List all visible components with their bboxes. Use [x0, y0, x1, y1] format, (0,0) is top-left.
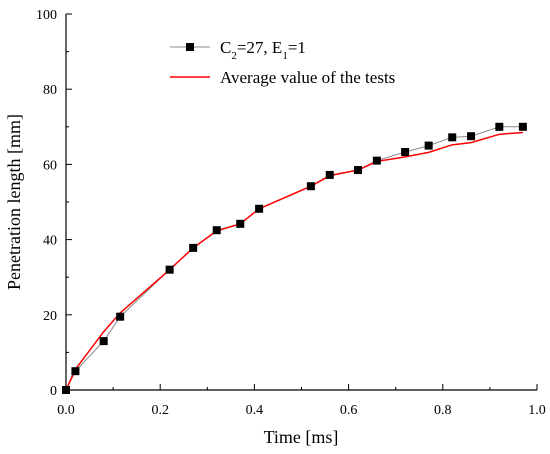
legend: C2=27, E1=1 Average value of the tests [170, 38, 395, 87]
series-c2-point [495, 122, 504, 131]
y-tick-label: 60 [43, 158, 57, 173]
x-tick-label: 0.0 [57, 403, 75, 418]
series-c2-point [424, 141, 433, 150]
series-c2-point [212, 226, 221, 235]
series-c2-point [325, 170, 334, 179]
x-tick-label: 0.6 [340, 403, 358, 418]
x-tick-label: 1.0 [528, 403, 546, 418]
y-axis-ticks: 0 20 40 60 80 100 [36, 8, 72, 399]
series-c2-line [65, 126, 523, 391]
series-c2-point [62, 386, 70, 394]
y-tick-label: 0 [50, 384, 57, 399]
series-layer [62, 122, 527, 394]
x-tick-label: 0.8 [434, 403, 452, 418]
y-tick-label: 40 [43, 234, 57, 249]
legend-label-average: Average value of the tests [220, 68, 395, 87]
y-tick-label: 20 [43, 309, 57, 324]
x-axis-title: Time [ms] [264, 427, 339, 447]
series-c2-point [354, 166, 363, 175]
y-tick-label: 80 [43, 83, 57, 98]
legend-swatch-marker-c2 [186, 43, 194, 51]
series-c2-point [448, 133, 457, 142]
x-tick-label: 0.4 [246, 403, 264, 418]
y-tick-label: 100 [36, 8, 57, 23]
series-c2-point [372, 156, 381, 165]
series-c2-point [401, 147, 410, 156]
series-c2-point [116, 312, 125, 321]
series-c2-point [306, 182, 315, 191]
series-average-line [65, 131, 523, 391]
series-c2-point [165, 265, 174, 274]
series-c2-point [236, 219, 245, 228]
series-c2-point [467, 132, 476, 141]
x-tick-label: 0.2 [151, 403, 169, 418]
x-axis-ticks: 0.0 0.2 0.4 0.6 0.8 1.0 [57, 384, 546, 418]
legend-label-c2: C2=27, E1=1 [220, 38, 306, 62]
series-c2-point [255, 204, 264, 213]
series-c2-point [71, 367, 80, 376]
series-c2-point [189, 243, 198, 252]
y-axis-title: Penetration length [mm] [4, 114, 24, 290]
series-c2-point [99, 337, 108, 346]
series-c2-point [518, 122, 527, 131]
